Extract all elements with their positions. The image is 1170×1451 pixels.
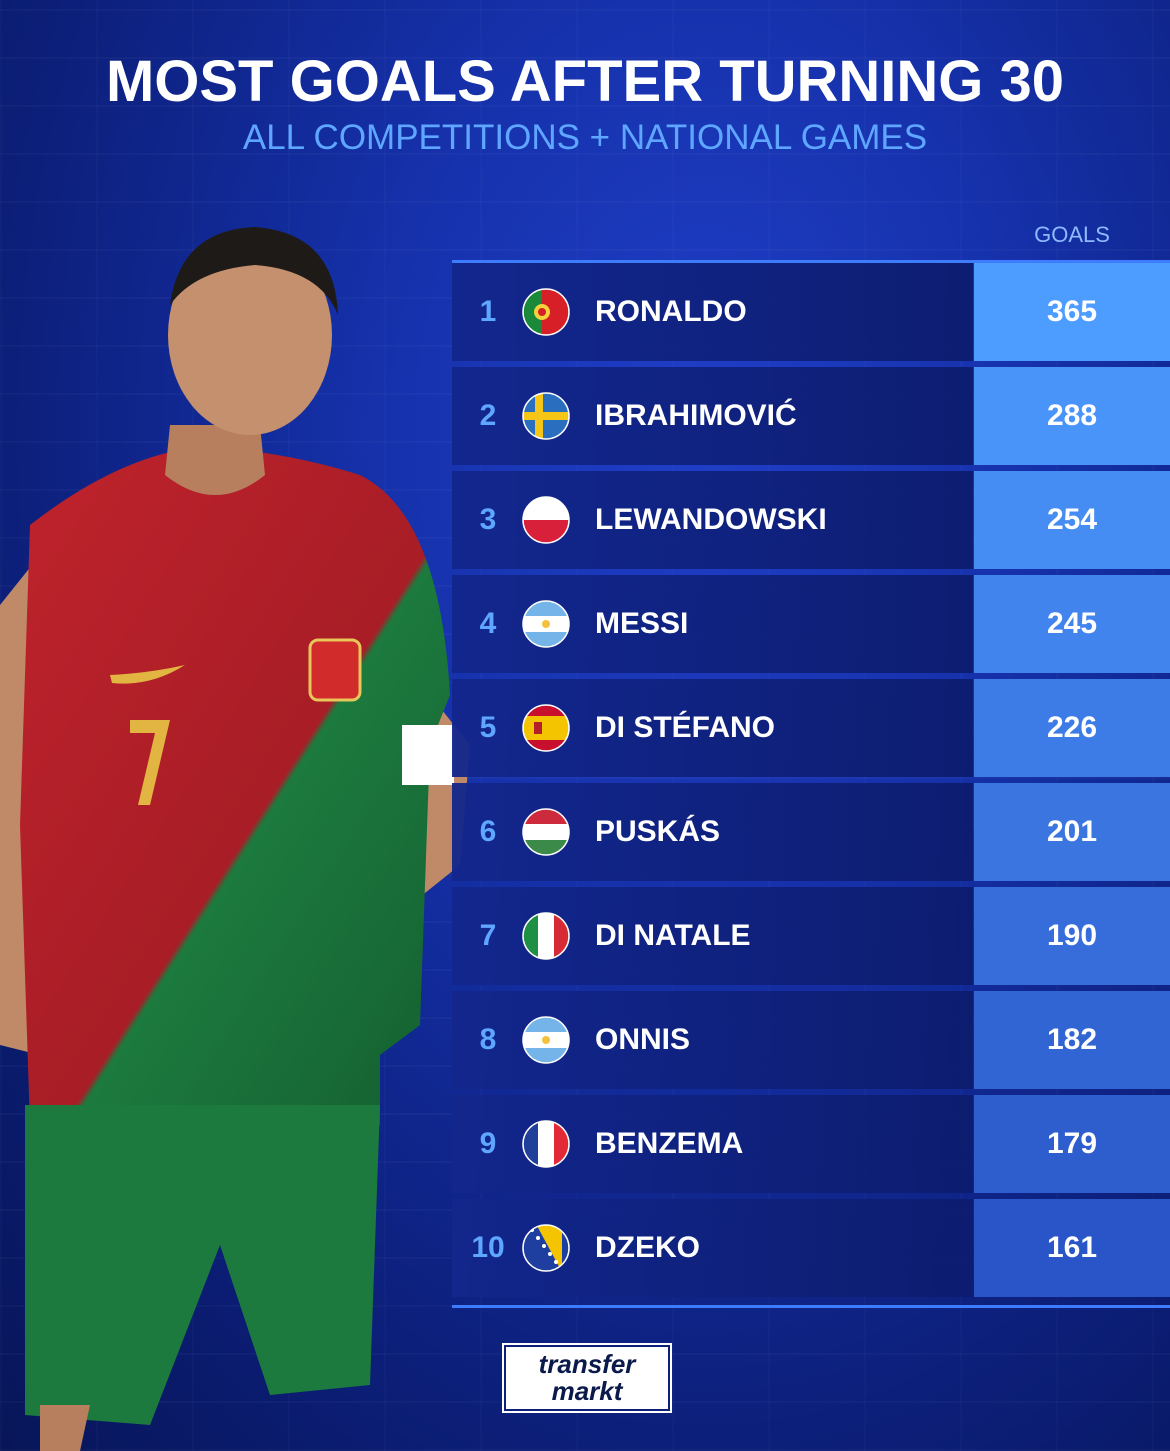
goals-value: 201 — [974, 783, 1170, 881]
player-name: MESSI — [595, 607, 689, 640]
goals-value: 288 — [974, 367, 1170, 465]
spain-flag-icon — [522, 704, 570, 752]
rank-label: 10 — [471, 1231, 505, 1264]
player-name: DI NATALE — [595, 919, 751, 952]
france-flag-icon — [522, 1120, 570, 1168]
player-name: DZEKO — [595, 1231, 700, 1264]
table-row: 4 MESSI 245 — [452, 575, 1170, 673]
player-name: LEWANDOWSKI — [595, 503, 827, 536]
rank-label: 1 — [479, 295, 497, 328]
player-name: ONNIS — [595, 1023, 691, 1056]
rank-label: 8 — [479, 1023, 497, 1056]
goals-value: 365 — [974, 263, 1170, 361]
argentina-flag-icon — [522, 600, 570, 648]
table-row: 7 DI NATALE 190 — [452, 887, 1170, 985]
table-row: 1 RONALDO 365 — [452, 263, 1170, 361]
player-name: DI STÉFANO — [595, 711, 776, 744]
page-subtitle: ALL COMPETITIONS + NATIONAL GAMES — [242, 118, 928, 157]
rank-label: 4 — [479, 607, 497, 640]
rank-label: 2 — [479, 399, 497, 432]
goals-value: 190 — [974, 887, 1170, 985]
italy-flag-icon — [522, 912, 570, 960]
table-row: 6 PUSKÁS 201 — [452, 783, 1170, 881]
goals-column-header: GOALS — [1034, 222, 1110, 247]
sweden-flag-icon — [522, 392, 570, 440]
goals-value: 179 — [974, 1095, 1170, 1193]
player-illustration — [0, 227, 470, 1451]
table-row: 5 DI STÉFANO 226 — [452, 679, 1170, 777]
rank-label: 3 — [479, 503, 497, 536]
rank-label: 5 — [479, 711, 497, 744]
player-name: BENZEMA — [595, 1127, 744, 1160]
goals-value: 182 — [974, 991, 1170, 1089]
rank-label: 7 — [479, 919, 497, 952]
table-row: 2 IBRAHIMOVIĆ 288 — [452, 367, 1170, 465]
transfermarkt-logo: transfer markt — [502, 1343, 672, 1413]
table-row: 3 LEWANDOWSKI 254 — [452, 471, 1170, 569]
player-name: RONALDO — [595, 295, 747, 328]
table-row: 10 DZEKO 161 — [452, 1199, 1170, 1297]
bosnia-flag-icon — [522, 1224, 570, 1272]
rank-label: 9 — [479, 1127, 497, 1160]
argentina-flag-icon — [522, 1016, 570, 1064]
goals-value: 161 — [974, 1199, 1170, 1297]
player-name: IBRAHIMOVIĆ — [595, 399, 797, 432]
page-title: MOST GOALS AFTER TURNING 30 — [105, 49, 1065, 114]
poland-flag-icon — [522, 496, 570, 544]
portugal-flag-icon — [522, 288, 570, 336]
goals-value: 226 — [974, 679, 1170, 777]
rank-label: 6 — [479, 815, 497, 848]
table-row: 9 BENZEMA 179 — [452, 1095, 1170, 1193]
goals-value: 245 — [974, 575, 1170, 673]
goals-value: 254 — [974, 471, 1170, 569]
ranking-table — [452, 260, 1170, 1308]
hungary-flag-icon — [522, 808, 570, 856]
player-name: PUSKÁS — [595, 815, 721, 848]
table-row: 8 ONNIS 182 — [452, 991, 1170, 1089]
